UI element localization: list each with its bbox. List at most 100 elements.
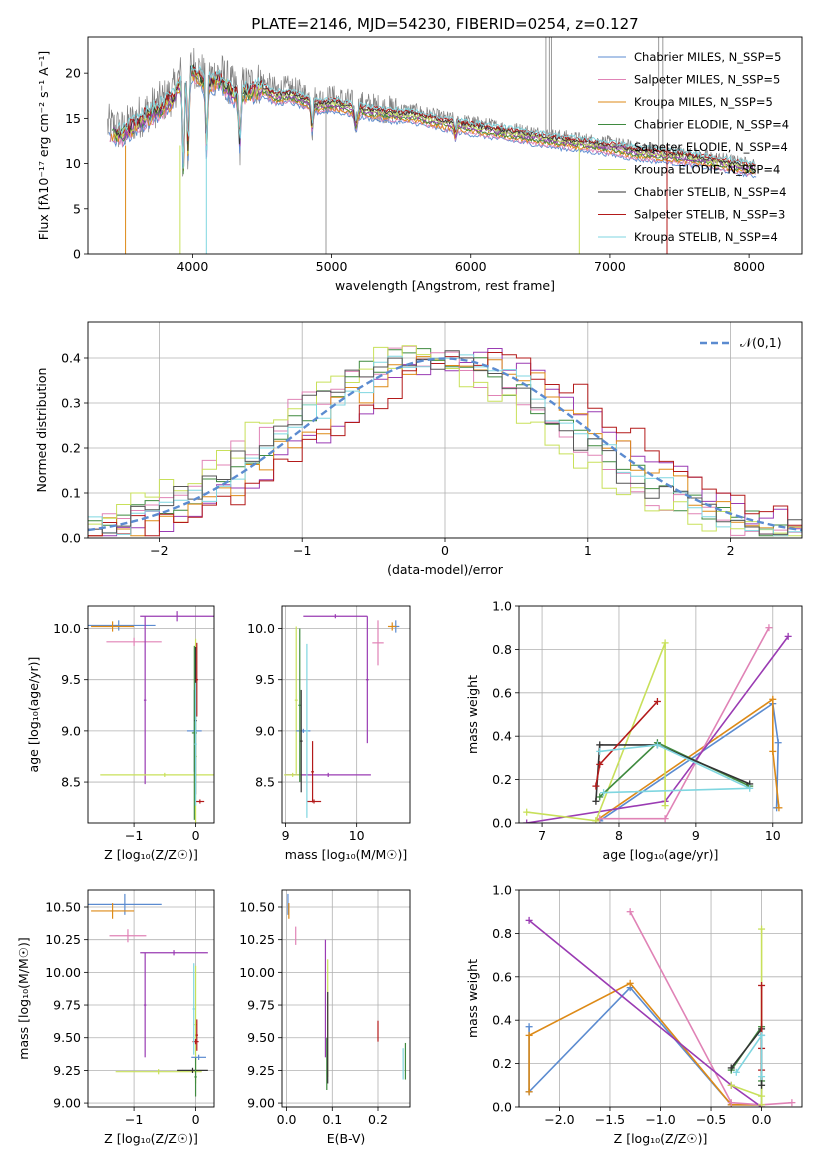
plot-area [107, 37, 757, 254]
plot-area [282, 890, 410, 1107]
weight-marker [758, 1031, 766, 1039]
x-axis-label: mass [log₁₀(M/M☉)] [285, 847, 407, 862]
errorbar-point [195, 642, 199, 717]
model-line-1 [109, 71, 757, 177]
x-axis-label: Z [log₁₀(Z/Z☉)] [104, 847, 198, 862]
x-tick-label: 7 [538, 828, 546, 843]
weight-marker [775, 804, 783, 812]
weight-line-1 [528, 982, 762, 1106]
x-tick-label: 0.2 [368, 1112, 388, 1127]
x-tick-label: 0 [192, 1112, 200, 1127]
weight-marker [769, 747, 777, 755]
y-tick-label: 10.25 [239, 932, 275, 947]
weight-marker [774, 739, 782, 747]
axes-mass-vs-Z: −1 0 9.00 9.25 9.50 9.75 10.00 10.25 10.50 Z [log… [16, 889, 215, 1146]
weight-marker [525, 916, 533, 924]
y-tick-label: 0.4 [492, 729, 512, 744]
legend-label-4: Salpeter ELODIE, N_SSP=4 [634, 140, 788, 154]
y-tick-label: 0.8 [492, 926, 512, 941]
legend-gaussian-label: 𝒩(0,1) [740, 335, 782, 350]
y-tick-label: 10.00 [45, 965, 81, 980]
weight-marker [765, 624, 773, 632]
y-tick-label: 9.75 [53, 998, 81, 1013]
weight-line-2 [629, 911, 792, 1106]
weight-marker [626, 979, 634, 987]
y-tick-label: 0.8 [492, 642, 512, 657]
errorbar-point [284, 772, 302, 777]
weight-marker [523, 808, 531, 816]
weight-marker [788, 1099, 796, 1107]
weight-marker [758, 1092, 766, 1100]
axes-frame [281, 889, 411, 1108]
errorbar-point [106, 637, 162, 646]
x-tick-label: 9 [282, 828, 290, 843]
y-tick-label: 0.2 [492, 1056, 512, 1071]
x-tick-label: 0 [441, 543, 449, 558]
x-tick-label: 8 [615, 828, 623, 843]
errorbar-point [100, 772, 214, 777]
x-tick-label: −2 [150, 543, 168, 558]
x-tick-label: 6000 [455, 259, 487, 274]
y-tick-label: 0 [73, 247, 81, 262]
y-tick-label: 0.0 [492, 816, 512, 831]
errorbar-point [305, 643, 309, 818]
y-tick-label: 9.50 [53, 1030, 81, 1045]
x-axis-label: age [log₁₀(age/yr)] [603, 847, 719, 862]
y-tick-label: 9.0 [61, 723, 81, 738]
axes-residuals: −2 −1 0 1 2 0.0 0.1 0.2 0.3 0.4 (data-model)/error… [34, 321, 803, 577]
legend-label-6: Chabrier STELIB, N_SSP=4 [634, 185, 786, 199]
errorbar-point [143, 952, 147, 1058]
errorbar-point [88, 893, 162, 915]
weight-marker [758, 1081, 766, 1089]
axes-frame [87, 889, 215, 1108]
y-tick-label: 0.2 [492, 772, 512, 787]
weight-marker [600, 789, 608, 797]
weight-marker [626, 908, 634, 916]
y-tick-label: 1.0 [492, 883, 512, 898]
weight-marker [596, 741, 604, 749]
y-tick-label: 0.3 [61, 396, 81, 411]
x-tick-label: 9 [692, 828, 700, 843]
x-tick-label: 8000 [733, 259, 765, 274]
model-line-3 [111, 70, 756, 175]
plot-area [282, 606, 410, 823]
y-axis-label: mass [log₁₀(M/M☉)] [16, 937, 31, 1059]
plot-area [88, 890, 214, 1107]
y-tick-label: 8.5 [255, 775, 275, 790]
weight-marker [758, 1073, 766, 1081]
x-tick-label: 10 [349, 828, 365, 843]
axes-frame [87, 605, 215, 824]
y-axis-label: age [log₁₀(age/yr)] [26, 657, 41, 773]
legend-label-8: Kroupa STELIB, N_SSP=4 [634, 230, 778, 244]
weight-marker [732, 1068, 740, 1076]
axes-mass-vs-EBV: 0.0 0.1 0.2 9.00 9.25 9.50 9.75 10.00 10.25 10.50… [239, 889, 411, 1146]
y-tick-label: 9.75 [247, 998, 275, 1013]
weight-marker [653, 741, 661, 749]
y-tick-label: 0.4 [492, 1013, 512, 1028]
errorbar-point [91, 621, 135, 632]
x-tick-label: 0.0 [277, 1112, 297, 1127]
chart-title: PLATE=2146, MJD=54230, FIBERID=0254, z=0… [251, 15, 638, 33]
weight-marker [727, 1099, 735, 1107]
y-axis-label: mass weight [465, 675, 480, 754]
weight-marker [727, 1064, 735, 1072]
y-tick-label: 9.25 [53, 1063, 81, 1078]
weight-marker [758, 925, 766, 933]
y-tick-label: 0.1 [61, 486, 81, 501]
errorbar-point [387, 622, 397, 631]
x-tick-label: 0.1 [322, 1112, 342, 1127]
legend-label-7: Salpeter STELIB, N_SSP=3 [634, 208, 785, 222]
errorbar-point [195, 799, 205, 804]
y-tick-label: 9.00 [247, 1096, 275, 1111]
errorbar-point [191, 1054, 207, 1060]
x-tick-label: −2.0 [544, 1112, 574, 1127]
legend-label-5: Kroupa ELODIE, N_SSP=4 [634, 163, 780, 177]
weight-marker [525, 1031, 533, 1039]
weight-line-0 [599, 702, 780, 822]
y-tick-label: 9.25 [247, 1063, 275, 1078]
x-tick-label: −1.5 [595, 1112, 625, 1127]
errorbar-point [306, 799, 322, 804]
errorbar-point [311, 741, 314, 803]
errorbar-point [194, 1057, 197, 1097]
weight-marker [523, 819, 531, 823]
